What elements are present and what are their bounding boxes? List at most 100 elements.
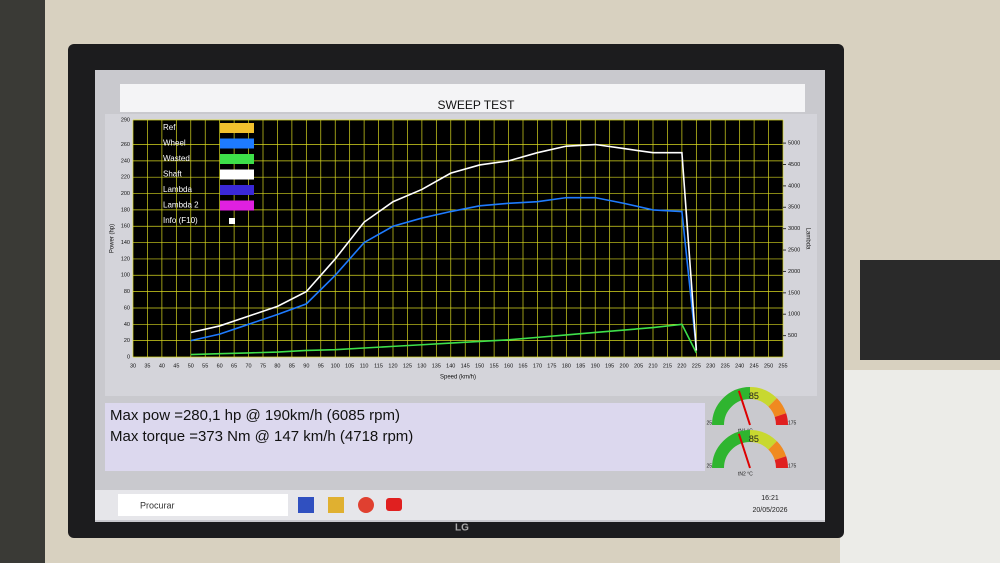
y-tick-label: 160 (121, 224, 130, 230)
x-tick-label: 195 (605, 363, 614, 369)
y2-tick-label: 1500 (788, 290, 800, 296)
legend-swatch (220, 138, 254, 149)
search-box[interactable] (118, 494, 288, 516)
gauge-scale-label: 175 (788, 420, 797, 426)
x-tick-label: 70 (245, 363, 251, 369)
x-tick-label: 155 (490, 363, 499, 369)
x-tick-label: 175 (547, 363, 556, 369)
gauge-band (774, 413, 788, 426)
x-tick-label: 35 (144, 363, 150, 369)
x-tick-label: 210 (648, 363, 657, 369)
gauge-needle (737, 433, 751, 469)
x-tick-label: 75 (260, 363, 266, 369)
series-line (190, 196, 698, 349)
x-tick-label: 110 (360, 363, 369, 369)
clock-date[interactable]: 20/05/2026 (752, 507, 787, 514)
y-tick-label: 290 (121, 117, 130, 123)
legend-label: Wasted (163, 154, 190, 163)
legend-swatch (220, 185, 254, 195)
legend-swatch (220, 200, 254, 211)
x-tick-label: 30 (130, 363, 136, 369)
series-line (190, 323, 698, 356)
y2-axis-label: Lambda (804, 228, 810, 250)
cabinet (840, 370, 1000, 563)
x-tick-label: 55 (202, 363, 208, 369)
summary-line: Max torque =373 Nm @ 147 km/h (4718 rpm) (110, 428, 413, 445)
x-tick-label: 130 (417, 363, 426, 369)
gauge-value: 85 (749, 391, 759, 401)
y2-tick-label: 3500 (788, 205, 800, 211)
x-tick-label: 145 (461, 363, 470, 369)
x-tick-label: 40 (159, 363, 165, 369)
legend-label: Lambda 2 (163, 201, 199, 210)
y-tick-label: 200 (121, 191, 130, 197)
x-axis-label: Speed (km/h) (440, 375, 476, 381)
y2-tick-label: 5000 (788, 141, 800, 147)
legend-swatch (220, 154, 254, 164)
y2-tick-label: 500 (788, 333, 797, 339)
y-tick-label: 80 (124, 289, 130, 295)
app-icon[interactable] (386, 498, 402, 511)
x-tick-label: 245 (750, 363, 759, 369)
x-tick-label: 115 (374, 363, 383, 369)
gauge-value: 85 (749, 434, 759, 444)
x-tick-label: 80 (274, 363, 280, 369)
app-icon[interactable] (298, 497, 314, 513)
legend-swatch (220, 169, 254, 180)
gauge-band (774, 456, 788, 469)
x-tick-label: 165 (518, 363, 527, 369)
x-tick-label: 180 (562, 363, 571, 369)
x-tick-label: 95 (318, 363, 324, 369)
series-line (190, 143, 698, 351)
gauge-band (768, 441, 787, 461)
checkbox[interactable] (229, 218, 235, 224)
gauge-needle (737, 390, 751, 426)
legend-label: Shaft (163, 170, 182, 179)
y-tick-label: 0 (127, 354, 130, 360)
search-text[interactable]: Procurar (140, 500, 175, 510)
gauge-scale-label: 25 (706, 463, 712, 469)
legend-label: Ref (163, 123, 176, 132)
summary-line: Max pow =280,1 hp @ 190km/h (6085 rpm) (110, 407, 400, 424)
legend-label: Wheel (163, 139, 186, 148)
clock-time[interactable]: 16:21 (761, 495, 779, 502)
x-tick-label: 105 (345, 363, 354, 369)
app-icon[interactable] (358, 497, 374, 513)
gauge-band (712, 387, 751, 426)
x-tick-label: 65 (231, 363, 237, 369)
chart: 30 35 40 45 50 55 60 65 70 75 80 85 90 95 100 105 110 115… (110, 117, 811, 477)
y-tick-label: 180 (121, 207, 130, 213)
y-tick-label: 40 (124, 322, 130, 328)
y-tick-label: 240 (121, 158, 130, 164)
y-tick-label: 100 (121, 273, 130, 279)
app-icon[interactable] (328, 497, 344, 513)
y2-tick-label: 2500 (788, 248, 800, 254)
y-tick-label: 140 (121, 240, 130, 246)
gauge-band (749, 387, 777, 407)
x-tick-label: 100 (331, 363, 340, 369)
gauge-band (712, 430, 751, 469)
y-tick-label: 120 (121, 256, 130, 262)
x-tick-label: 90 (303, 363, 309, 369)
gauge-band (768, 398, 787, 418)
gauge-scale-label: 175 (788, 463, 797, 469)
y-axis-label: Power (hp) (110, 224, 116, 253)
y2-tick-label: 3000 (788, 226, 800, 232)
wall-edge (0, 0, 45, 563)
x-tick-label: 190 (591, 363, 600, 369)
x-tick-label: 230 (706, 363, 715, 369)
x-tick-label: 205 (634, 363, 643, 369)
y2-tick-label: 2000 (788, 269, 800, 275)
y-tick-label: 60 (124, 305, 130, 311)
title-bar (120, 84, 805, 112)
y-tick-label: 20 (124, 338, 130, 344)
gauge-scale-label: 25 (706, 420, 712, 426)
x-tick-label: 240 (735, 363, 744, 369)
x-tick-label: 135 (432, 363, 441, 369)
gauge-label: tN2 °C (738, 471, 753, 477)
equipment (860, 260, 1000, 360)
x-tick-label: 235 (721, 363, 730, 369)
brand-logo: LG (455, 523, 469, 534)
